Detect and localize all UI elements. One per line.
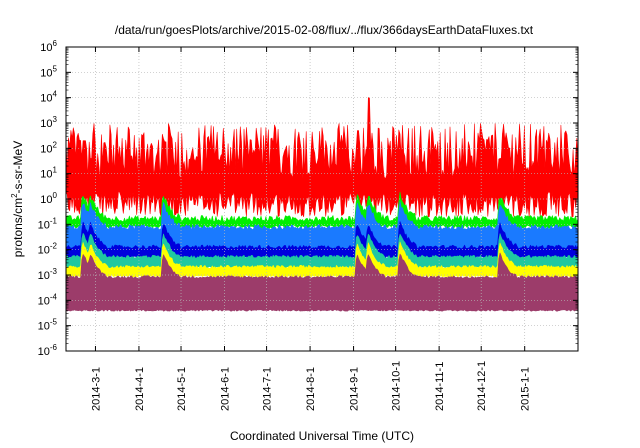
y-axis-label: protons/cm2-s-sr-MeV	[10, 141, 25, 257]
y-tick-exponent: 3	[53, 115, 58, 124]
x-tick-label: 2014-6-1	[220, 367, 232, 411]
x-axis-label: Coordinated Universal Time (UTC)	[230, 429, 414, 443]
y-tick-label: 10-6	[38, 343, 58, 358]
y-tick-base: 10	[40, 67, 52, 79]
y-tick-base: 10	[38, 321, 50, 333]
y-tick-exponent: 4	[53, 90, 58, 99]
y-tick-exponent: -5	[50, 318, 58, 327]
y-tick-exponent: -3	[50, 267, 58, 276]
y-tick-label: 106	[40, 39, 57, 54]
y-tick-exponent: -1	[50, 216, 58, 225]
y-tick-base: 10	[40, 169, 52, 181]
y-axis-label-superscript: 2	[10, 193, 19, 198]
y-tick-base: 10	[38, 295, 50, 307]
y-tick-base: 10	[38, 245, 50, 257]
y-tick-base: 10	[38, 270, 50, 282]
y-tick-base: 10	[40, 118, 52, 130]
y-tick-label: 10-4	[38, 292, 58, 307]
x-tick-label: 2014-5-1	[176, 367, 188, 411]
y-tick-label: 10-2	[38, 242, 58, 257]
x-tick-label: 2014-11-1	[434, 362, 446, 411]
chart-title: /data/run/goesPlots/archive/2015-02-08/f…	[115, 23, 534, 37]
y-tick-base: 10	[40, 194, 52, 206]
y-axis-label-main: protons/cm	[11, 198, 25, 257]
plot-area	[65, 97, 579, 312]
y-tick-exponent: -2	[50, 242, 58, 251]
y-tick-label: 103	[40, 115, 57, 130]
y-tick-base: 10	[40, 93, 52, 105]
y-tick-exponent: -6	[50, 343, 58, 352]
y-tick-label: 100	[40, 191, 57, 206]
x-tick-label: 2014-9-1	[349, 367, 361, 411]
y-tick-base: 10	[38, 219, 50, 231]
y-tick-label: 10-5	[38, 318, 58, 333]
y-tick-exponent: 1	[53, 166, 58, 175]
y-axis-ticks: 10-610-510-410-310-210-11001011021031041…	[38, 39, 578, 358]
x-tick-label: 2014-10-1	[391, 361, 403, 411]
y-tick-base: 10	[40, 143, 52, 155]
y-tick-label: 104	[40, 90, 57, 105]
x-tick-label: 2014-3-1	[90, 367, 102, 411]
y-tick-label: 102	[40, 140, 57, 155]
y-tick-exponent: 6	[53, 39, 58, 48]
y-axis-label-rest: -s-sr-MeV	[11, 141, 25, 194]
y-tick-label: 101	[40, 166, 57, 181]
y-tick-exponent: 2	[53, 140, 58, 149]
x-tick-label: 2014-12-1	[476, 361, 488, 411]
y-tick-exponent: 0	[53, 191, 58, 200]
x-tick-label: 2014-8-1	[305, 367, 317, 411]
y-tick-exponent: -4	[50, 292, 58, 301]
x-tick-label: 2014-4-1	[134, 367, 146, 411]
y-tick-base: 10	[40, 42, 52, 54]
y-tick-label: 10-3	[38, 267, 58, 282]
grid-lines	[66, 47, 578, 351]
y-tick-base: 10	[38, 346, 50, 358]
x-axis-ticks: 2014-3-1 2014-4-1 2014-5-1 2014-6-1 2014-7-1…	[90, 47, 532, 411]
y-tick-label: 10-1	[38, 216, 58, 231]
x-tick-label: 2015-1-1	[520, 367, 532, 411]
y-tick-exponent: 5	[53, 64, 58, 73]
y-tick-label: 105	[40, 64, 57, 79]
x-tick-label: 2014-7-1	[262, 367, 274, 411]
